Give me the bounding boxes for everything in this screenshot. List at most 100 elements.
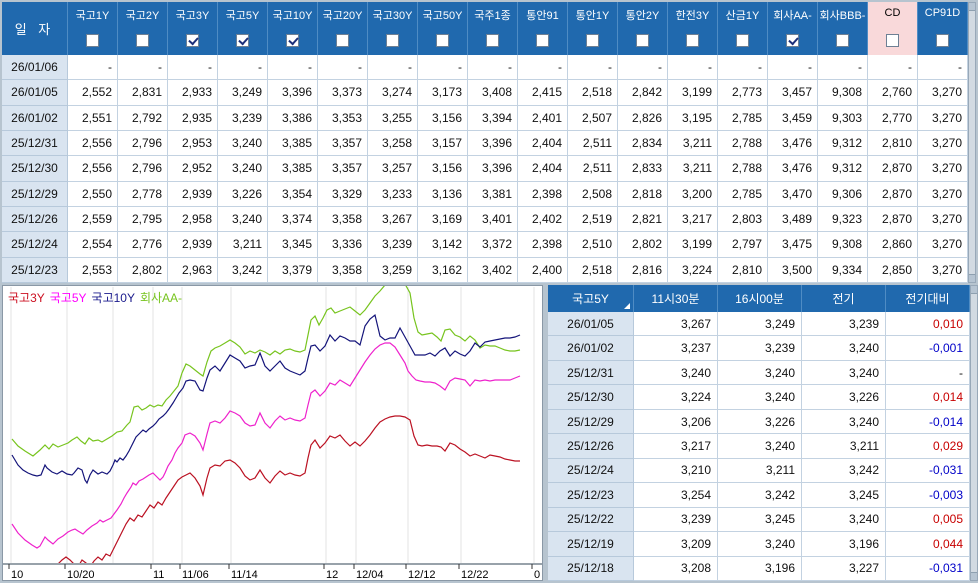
rate-cell: 3,259	[368, 257, 418, 283]
column-checkbox-CD[interactable]	[886, 34, 899, 47]
rate-cell: 2,953	[168, 131, 218, 157]
detail-header-전기대비[interactable]: 전기대비	[886, 285, 970, 312]
column-label: 국고20Y	[322, 10, 363, 22]
rate-cell: 3,267	[368, 207, 418, 233]
column-header-국고2Y[interactable]: 국고2Y	[118, 2, 168, 55]
detail-cell: 3,224	[634, 385, 718, 410]
rate-cell: -	[68, 55, 118, 81]
column-header-국고3Y[interactable]: 국고3Y	[168, 2, 218, 55]
column-checkbox-국고2Y[interactable]	[136, 34, 149, 47]
column-checkbox-국고5Y[interactable]	[236, 34, 249, 47]
column-checkbox-회사AA-[interactable]	[786, 34, 799, 47]
scroll-down-button[interactable]	[971, 572, 977, 580]
rate-cell: 3,500	[768, 257, 818, 283]
column-header-국주1종[interactable]: 국주1종	[468, 2, 518, 55]
rate-cell: 2,810	[718, 257, 768, 283]
rate-cell: 3,211	[668, 131, 718, 157]
rate-cell: 3,385	[268, 131, 318, 157]
rate-cell: 3,353	[318, 105, 368, 131]
column-checkbox-회사BBB-[interactable]	[836, 34, 849, 47]
rate-cell: 2,398	[518, 232, 568, 258]
column-checkbox-통안91[interactable]	[536, 34, 549, 47]
rate-cell: -	[468, 55, 518, 81]
rate-cell: 2,518	[568, 80, 618, 106]
column-header-회사BBB-[interactable]: 회사BBB-	[818, 2, 868, 55]
detail-header-11시30분[interactable]: 11시30분	[634, 285, 718, 312]
column-header-CP91D[interactable]: CP91D	[918, 2, 968, 55]
column-header-회사AA-[interactable]: 회사AA-	[768, 2, 818, 55]
column-header-CD[interactable]: CD	[868, 2, 918, 55]
rate-cell: 2,826	[618, 105, 668, 131]
column-checkbox-국주1종[interactable]	[486, 34, 499, 47]
column-label: 회사BBB-	[819, 10, 866, 22]
column-label: 국고1Y	[75, 10, 110, 22]
row-date: 25/12/24	[2, 232, 68, 258]
rate-cell: 3,459	[768, 105, 818, 131]
column-header-통안2Y[interactable]: 통안2Y	[618, 2, 668, 55]
rate-cell: 3,470	[768, 181, 818, 207]
row-date: 26/01/06	[2, 55, 68, 81]
row-date: 25/12/23	[2, 257, 68, 283]
column-checkbox-국고10Y[interactable]	[286, 34, 299, 47]
column-checkbox-국고3Y[interactable]	[186, 34, 199, 47]
rate-cell: 2,939	[168, 232, 218, 258]
rate-cell: 2,760	[868, 80, 918, 106]
rate-cell: 3,394	[468, 105, 518, 131]
rate-cell: 3,255	[368, 105, 418, 131]
row-date: 25/12/19	[548, 532, 634, 557]
x-axis-label: 12/22	[461, 569, 489, 581]
rate-cell: 3,233	[368, 181, 418, 207]
column-header-국고1Y[interactable]: 국고1Y	[68, 2, 118, 55]
rate-cell: 2,398	[518, 181, 568, 207]
rate-cell: 3,240	[218, 207, 268, 233]
scroll-up-button[interactable]	[969, 3, 975, 11]
rate-cell: 2,833	[618, 156, 668, 182]
scroll-up-button[interactable]	[971, 286, 977, 294]
rate-cell: 2,816	[618, 257, 668, 283]
detail-cell: 3,237	[634, 336, 718, 361]
column-checkbox-CP91D[interactable]	[936, 34, 949, 47]
rate-cell: -	[818, 55, 868, 81]
column-checkbox-통안1Y[interactable]	[586, 34, 599, 47]
column-header-통안1Y[interactable]: 통안1Y	[568, 2, 618, 55]
column-header-국고5Y[interactable]: 국고5Y	[218, 2, 268, 55]
detail-table-scrollbar[interactable]	[970, 285, 978, 581]
column-header-국고20Y[interactable]: 국고20Y	[318, 2, 368, 55]
rate-cell: 3,242	[218, 257, 268, 283]
rate-cell: 9,334	[818, 257, 868, 283]
detail-header-16시00분[interactable]: 16시00분	[718, 285, 802, 312]
rate-cell: 3,224	[668, 257, 718, 283]
x-axis-label: 11/14	[231, 569, 258, 581]
rate-cell: 2,802	[118, 257, 168, 283]
column-checkbox-한전3Y[interactable]	[686, 34, 699, 47]
column-header-통안91[interactable]: 통안91	[518, 2, 568, 55]
column-checkbox-국고20Y[interactable]	[336, 34, 349, 47]
column-header-산금1Y[interactable]: 산금1Y	[718, 2, 768, 55]
x-axis-label: 0	[534, 569, 540, 581]
column-checkbox-통안2Y[interactable]	[636, 34, 649, 47]
series-국고5Y	[11, 342, 521, 549]
column-checkbox-산금1Y[interactable]	[736, 34, 749, 47]
row-date: 26/01/02	[548, 336, 634, 361]
column-checkbox-국고50Y[interactable]	[436, 34, 449, 47]
rate-cell: 2,510	[568, 232, 618, 258]
rate-cell: 3,270	[918, 232, 968, 258]
rate-cell: 3,239	[368, 232, 418, 258]
top-table-scrollbar[interactable]	[968, 2, 976, 283]
x-axis-label: 12	[326, 569, 338, 581]
rate-cell: 3,345	[268, 232, 318, 258]
rate-cell: 2,933	[168, 80, 218, 106]
column-checkbox-국고30Y[interactable]	[386, 34, 399, 47]
detail-cell: 3,206	[634, 409, 718, 435]
column-header-국고50Y[interactable]: 국고50Y	[418, 2, 468, 55]
column-header-국고30Y[interactable]: 국고30Y	[368, 2, 418, 55]
scroll-down-button[interactable]	[969, 274, 975, 282]
column-header-한전3Y[interactable]: 한전3Y	[668, 2, 718, 55]
column-header-국고10Y[interactable]: 국고10Y	[268, 2, 318, 55]
column-checkbox-국고1Y[interactable]	[86, 34, 99, 47]
detail-cell: 3,245	[802, 483, 886, 508]
detail-title-header[interactable]: 국고5Y	[548, 285, 634, 312]
detail-cell: 3,254	[634, 483, 718, 508]
rate-cell: 2,831	[118, 80, 168, 106]
detail-header-전기[interactable]: 전기	[802, 285, 886, 312]
